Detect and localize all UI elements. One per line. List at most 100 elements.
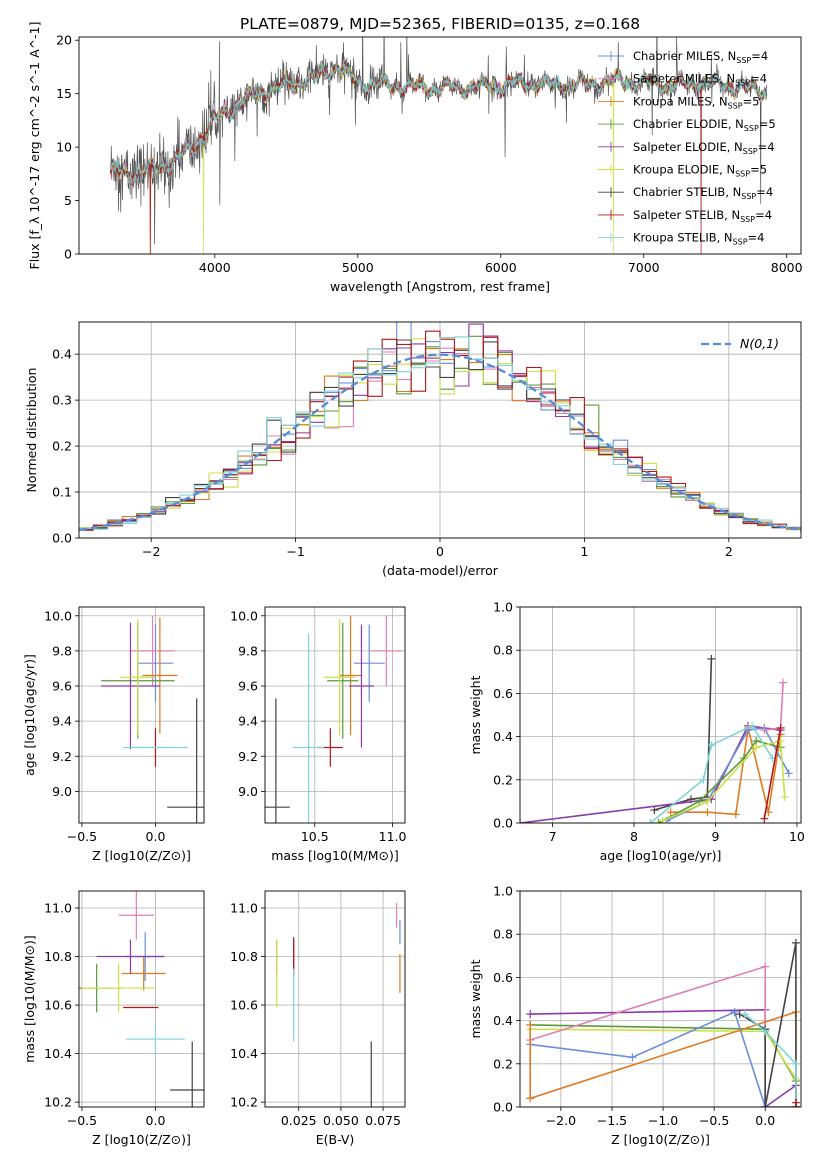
x-tick-label: 1 (580, 544, 588, 559)
y-tick-label: 0.6 (493, 970, 513, 985)
x-tick-label: 9 (712, 829, 720, 844)
weight-marker-kroupa_elodie (752, 743, 761, 752)
x-tick-label: −2 (142, 544, 160, 559)
y-tick-label: 10.4 (44, 1046, 72, 1061)
y-tick-label: 11.0 (44, 900, 72, 915)
legend-label-normal: N(0,1) (740, 336, 779, 351)
weight-marker-chabrier_stelib (761, 1103, 770, 1107)
x-tick-label: −1.5 (597, 1113, 627, 1128)
errorbar-point-chabrier_miles (353, 624, 385, 702)
y-tick-label: 9.0 (238, 784, 258, 799)
weight-marker-salpeter_miles (760, 726, 769, 735)
y-tick-label: 0.8 (493, 927, 513, 942)
x-tick-label: 10.5 (301, 829, 329, 844)
weight-marker-salpeter_stelib (776, 723, 785, 732)
weight_vs_Z-plot (526, 938, 800, 1107)
x-tick-label: 8000 (771, 260, 803, 275)
y-tick-label: 0.2 (493, 772, 513, 787)
weight-marker-salpeter_elodie (526, 1010, 535, 1019)
weight-marker-kroupa_elodie (703, 797, 712, 806)
x-tick-label: 4000 (199, 260, 231, 275)
y-tick-label: 9.8 (52, 643, 72, 658)
errorbar-point-kroupa_elodie (81, 963, 156, 1013)
legend-label: Salpeter MILES, NSSP=4 (633, 72, 767, 88)
weight-marker-chabrier_miles (628, 1053, 637, 1062)
axes-frame (264, 606, 406, 824)
spectrum-plot (110, 37, 768, 254)
x-tick-label: −2.0 (546, 1113, 576, 1128)
errorbar-point-salpeter_elodie (96, 939, 165, 974)
axes-frame (78, 606, 205, 824)
y-tick-label: 0.4 (52, 347, 72, 362)
axes-age_vs_mass: 10.5 11.0 9.0 9.2 9.4 9.6 9.8 10.0 mass [log10(M… (230, 607, 407, 863)
x-tick-label: −1 (286, 544, 304, 559)
y-tick-label: 9.0 (52, 784, 72, 799)
weight-marker-chabrier_miles (784, 769, 793, 778)
age_vs_Z-plot (101, 615, 204, 823)
x-tick-label: 11.0 (379, 829, 407, 844)
y-tick-label: 10.8 (44, 949, 72, 964)
errorbar-point-chabrier_stelib (265, 698, 290, 823)
errorbar-point-kroupa_elodie (120, 619, 156, 736)
y-tick-label: 9.6 (238, 679, 258, 694)
weight-marker-kroupa_stelib (748, 721, 757, 730)
errorbar-point-salpeter_miles (370, 615, 402, 687)
x-tick-label: 0.0 (755, 1113, 775, 1128)
y-tick-label: 0.0 (52, 531, 72, 546)
legend-label: Salpeter ELODIE, NSSP=4 (633, 140, 775, 156)
x-tick-label: −1.0 (648, 1113, 678, 1128)
x-axis-label: Z [log10(Z/Z⊙)] (92, 848, 191, 863)
x-axis-label: E(B-V) (316, 1132, 355, 1147)
weight-marker-salpeter_miles (761, 962, 770, 971)
x-tick-label: 0.050 (323, 1113, 359, 1128)
weight-marker-kroupa_elodie (658, 816, 667, 823)
x-axis-label: Z [log10(Z/Z⊙)] (92, 1132, 191, 1147)
x-tick-label: 0.0 (146, 1113, 166, 1128)
legend-label: Chabrier ELODIE, NSSP=5 (633, 117, 776, 133)
y-axis-label: Normed distribution (24, 368, 39, 493)
errorbar-point-chabrier_miles (137, 624, 174, 702)
y-axis-label: mass weight (468, 675, 483, 754)
axes-weight_vs_age: 7 8 9 10 0.0 0.2 0.4 0.6 0.8 1.0 age [log10(age/yr… (468, 600, 805, 864)
y-tick-label: 5 (64, 193, 72, 208)
legend-label: Kroupa STELIB, NSSP=4 (633, 231, 764, 247)
errorbar-point-kroupa_elodie (324, 619, 356, 736)
weight-marker-kroupa_miles (526, 1094, 535, 1103)
errorbar-point-kroupa_miles (142, 617, 178, 734)
weight-line-salpeter_stelib (763, 727, 782, 819)
axes-spectrum: 4000 5000 6000 7000 8000 0 5 10 15 20 wavelength [… (27, 22, 803, 294)
axes-frame (78, 890, 205, 1108)
age_vs_mass-plot (265, 615, 402, 823)
weight-marker-salpeter_stelib (791, 1098, 800, 1107)
errorbar-point-salpeter_elodie (349, 624, 374, 748)
mass_vs_EBV-plot (276, 903, 401, 1107)
histogram-kroupa_stelib (79, 336, 801, 533)
weight-marker-chabrier_stelib (650, 806, 659, 815)
errorbar-point-salpeter_miles (118, 891, 154, 940)
figure-title: PLATE=0879, MJD=52365, FIBERID=0135, z=0… (240, 15, 640, 33)
y-tick-label: 1.0 (493, 600, 513, 615)
weight-marker-kroupa_stelib (699, 775, 708, 784)
errorbar-point-salpeter_elodie (101, 622, 160, 750)
errorbar-point-kroupa_stelib (126, 1024, 185, 1054)
y-tick-label: 0 (64, 247, 72, 262)
y-tick-label: 1.0 (493, 884, 513, 899)
axes-frame (78, 321, 802, 539)
y-tick-label: 10.4 (230, 1046, 258, 1061)
x-tick-label: 0 (436, 544, 444, 559)
y-tick-label: 9.6 (52, 679, 72, 694)
errorbar-point-kroupa_stelib (293, 633, 325, 823)
x-tick-label: 0.0 (146, 829, 166, 844)
model-spectrum-kroupa_stelib (110, 63, 768, 185)
weight-line-kroupa_miles (670, 727, 782, 816)
x-tick-label: 6000 (485, 260, 517, 275)
x-axis-label: age [log10(age/yr)] (600, 848, 722, 863)
weight-marker-salpeter_stelib (760, 814, 769, 823)
y-axis-label: Flux [f_λ 10^-17 erg cm^-2 s^-1 A^-1] (27, 22, 42, 270)
errorbar-point-chabrier_stelib (170, 1041, 204, 1107)
weight-marker-kroupa_stelib (707, 741, 716, 750)
errorbar-point-kroupa_miles (121, 956, 166, 991)
axes-frame (519, 606, 802, 824)
x-tick-label: 8 (630, 829, 638, 844)
y-tick-label: 0.2 (493, 1056, 513, 1071)
